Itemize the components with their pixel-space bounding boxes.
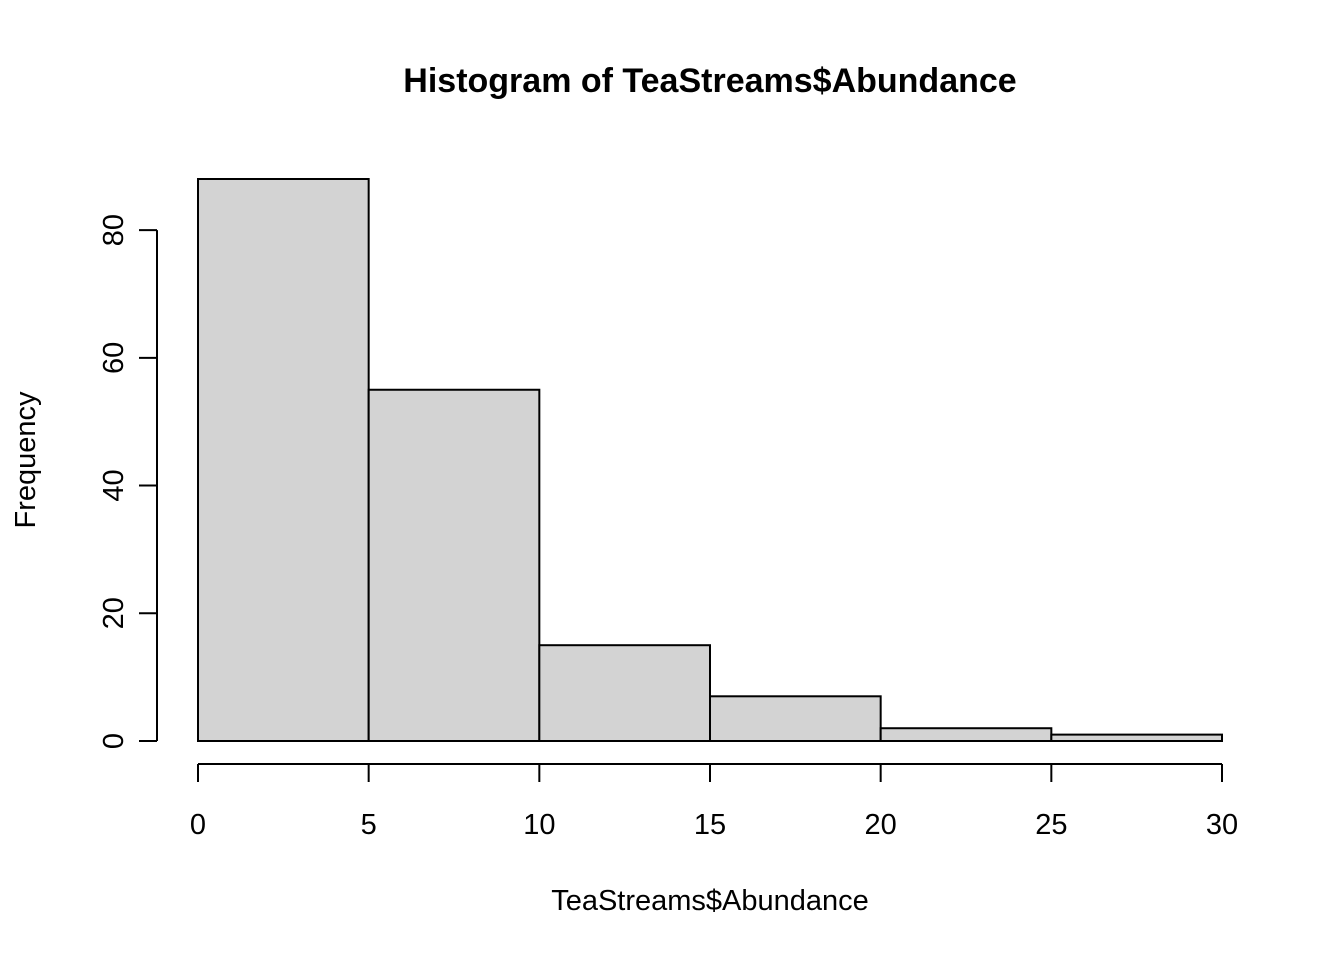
y-tick-label: 60 (98, 342, 130, 374)
chart-title: Histogram of TeaStreams$Abundance (403, 62, 1016, 100)
x-axis: 0 5 10 15 20 25 30 (190, 763, 1238, 841)
y-tick-label: 80 (98, 214, 130, 246)
histogram-bar (1050, 733, 1224, 743)
histogram-bar (879, 727, 1053, 743)
y-tick-label: 20 (98, 597, 130, 629)
x-tick-label: 0 (190, 809, 206, 841)
y-tick-label: 40 (98, 469, 130, 501)
x-tick-label: 25 (1035, 809, 1067, 841)
x-tick-label: 20 (865, 809, 897, 841)
x-axis-label: TeaStreams$Abundance (551, 885, 869, 917)
y-axis: 0 20 40 60 80 (98, 214, 158, 749)
x-tick-label: 10 (523, 809, 555, 841)
bars-group (197, 178, 1224, 743)
x-tick-label: 30 (1206, 809, 1238, 841)
y-tick-label: 0 (98, 733, 130, 749)
histogram-bar (709, 695, 882, 743)
x-tick-label: 15 (694, 809, 726, 841)
y-axis-label: Frequency (10, 391, 42, 529)
x-tick-label: 5 (361, 809, 377, 841)
histogram-bar (197, 178, 370, 742)
histogram-bar (367, 388, 541, 742)
histogram-bar (538, 644, 711, 742)
